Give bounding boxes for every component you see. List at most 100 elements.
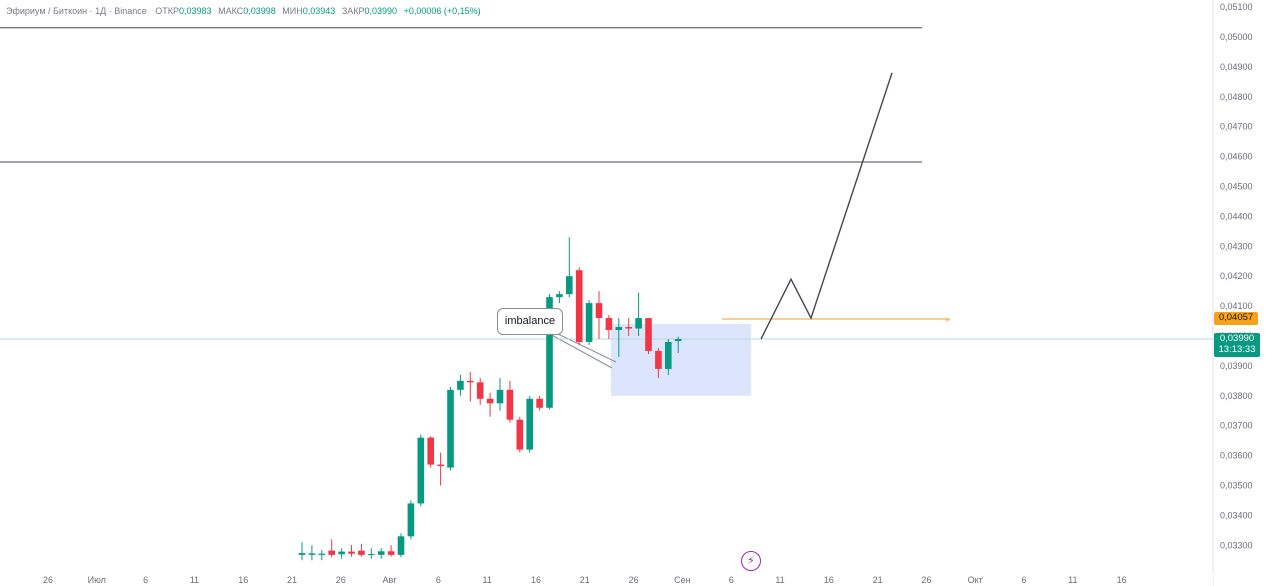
candle <box>635 292 642 336</box>
candle-body <box>457 380 464 390</box>
high-value: 0,03998 <box>243 6 276 16</box>
candle-body <box>427 437 434 465</box>
candle <box>615 318 623 357</box>
price-tick-label: 0,04900 <box>1220 62 1253 72</box>
low-value: 0,03943 <box>302 6 336 16</box>
candle-body <box>546 297 553 408</box>
price-tick-label: 0,04400 <box>1220 211 1253 221</box>
candle <box>605 315 613 339</box>
candle <box>536 395 543 411</box>
level-line-marker: » <box>945 315 950 324</box>
time-tick-label: 11 <box>1068 575 1077 585</box>
price-tick-label: 0,04200 <box>1220 271 1253 281</box>
candle <box>457 374 464 396</box>
candle-body <box>467 380 474 383</box>
candle <box>348 545 355 557</box>
candle <box>526 395 533 453</box>
price-tick-label: 0,03500 <box>1220 481 1253 491</box>
candle <box>328 539 335 558</box>
time-tick-label: 16 <box>238 575 248 585</box>
candle <box>447 386 454 471</box>
candle-body <box>476 382 484 399</box>
candle <box>595 291 603 339</box>
time-tick-label: 21 <box>873 575 883 585</box>
level-price-tag: 0,04057 <box>1214 312 1258 325</box>
candle <box>575 267 583 345</box>
candle-body <box>605 318 613 331</box>
time-axis[interactable]: 26 Июл 6 11 16 21 26 Авг 6 11 16 21 26 Сен 6 11 16 21 26 Ок… <box>0 572 1213 586</box>
candle <box>506 380 514 423</box>
candle-body <box>665 341 672 369</box>
imbalance-callout[interactable]: imbalance <box>497 308 563 335</box>
imbalance-zone <box>611 324 751 396</box>
candle <box>585 300 593 345</box>
time-tick-label: 26 <box>336 575 346 585</box>
candle-body <box>645 318 652 351</box>
time-tick-label: Сен <box>674 575 691 585</box>
candles-layer <box>298 237 682 561</box>
candle-body <box>348 551 355 554</box>
candle <box>407 500 415 540</box>
countdown-value: 13:13:33 <box>1218 344 1256 355</box>
price-tick-label: 0,03800 <box>1220 391 1253 401</box>
candle <box>368 548 375 559</box>
price-tick-label: 0,04700 <box>1220 122 1253 132</box>
low-label: МИН <box>282 6 303 16</box>
candle-body <box>526 398 533 450</box>
time-tick-label: 6 <box>436 575 441 585</box>
candle <box>417 434 425 507</box>
time-tick-label: 26 <box>629 575 639 585</box>
candle <box>377 548 385 559</box>
symbol-legend: Эфириум / Биткоин · 1Д · Binance ОТКР0,0… <box>6 6 485 16</box>
candle-body <box>615 327 623 331</box>
callout-pointer <box>555 332 617 363</box>
candle-body <box>417 437 425 504</box>
candle-body <box>338 551 345 555</box>
price-axis-background <box>1214 0 1267 586</box>
open-value: 0,03983 <box>179 6 212 16</box>
close-value: 0,03990 <box>364 6 398 16</box>
candle <box>308 545 316 561</box>
candle <box>397 533 405 558</box>
candle <box>674 336 682 354</box>
time-tick-label: 21 <box>287 575 297 585</box>
candle <box>655 347 662 378</box>
candle <box>625 318 632 336</box>
candle-body <box>506 389 514 420</box>
high-label: МАКС <box>218 6 244 16</box>
candle-body <box>437 464 444 467</box>
candle-body <box>674 338 682 342</box>
price-tick-label: 0,03700 <box>1220 421 1253 431</box>
candle-body <box>447 389 454 468</box>
time-tick-label: Авг <box>383 575 398 585</box>
candle-body <box>496 389 504 404</box>
candle <box>437 452 444 486</box>
time-tick-label: 11 <box>775 575 784 585</box>
last-price-value: 0,03990 <box>1219 333 1255 344</box>
candle <box>566 237 573 298</box>
candle-body <box>318 553 326 555</box>
price-tick-label: 0,03900 <box>1220 361 1253 371</box>
chart-plot-area <box>1212 0 1214 586</box>
lightning-icon[interactable]: ⚡ <box>741 551 761 571</box>
price-tick-label: 0,05100 <box>1220 2 1253 12</box>
candle <box>387 545 395 557</box>
candle-body <box>536 398 543 408</box>
candle-body <box>635 318 642 329</box>
price-axis[interactable]: 0,05100 0,05000 0,04900 0,04800 0,04700 0,046… <box>1214 0 1267 586</box>
projection-path <box>760 72 893 340</box>
change-value: +0,00006 (+0,15%) <box>403 6 481 16</box>
time-tick-label: 16 <box>1117 575 1127 585</box>
candle-body <box>377 551 385 555</box>
candle-body <box>575 270 583 342</box>
symbol-title[interactable]: Эфириум / Биткоин · 1Д · Binance <box>6 6 147 16</box>
candle <box>486 392 494 417</box>
candle <box>516 416 524 453</box>
time-tick-label: 16 <box>824 575 834 585</box>
candle-body <box>308 553 316 555</box>
time-tick-label: Июл <box>88 575 106 585</box>
candle <box>645 318 652 354</box>
time-tick-label: 16 <box>531 575 541 585</box>
price-tick-label: 0,04100 <box>1220 301 1253 311</box>
